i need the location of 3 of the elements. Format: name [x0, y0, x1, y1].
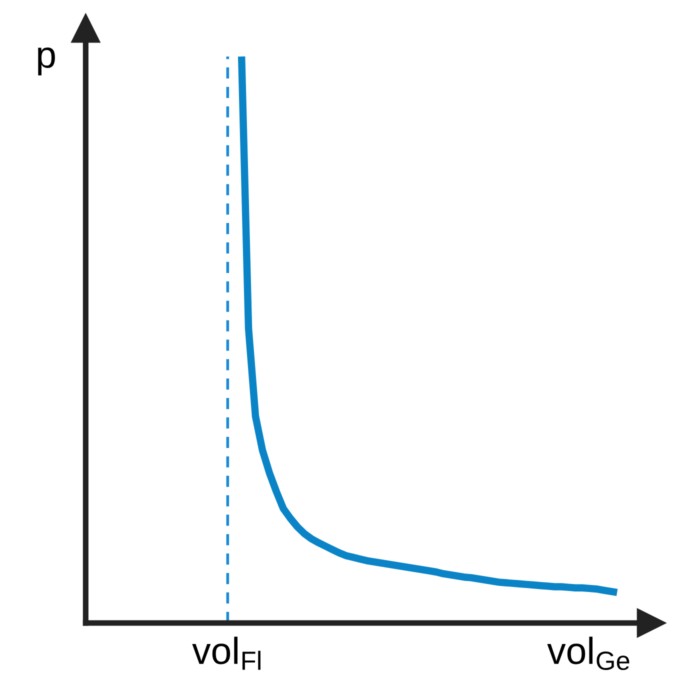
x-tick-label: vol$_{Ge}$: [547, 636, 630, 670]
x-tick-label: vol$_{Fl}$: [192, 636, 260, 670]
y-axis-title: p: [38, 47, 55, 76]
